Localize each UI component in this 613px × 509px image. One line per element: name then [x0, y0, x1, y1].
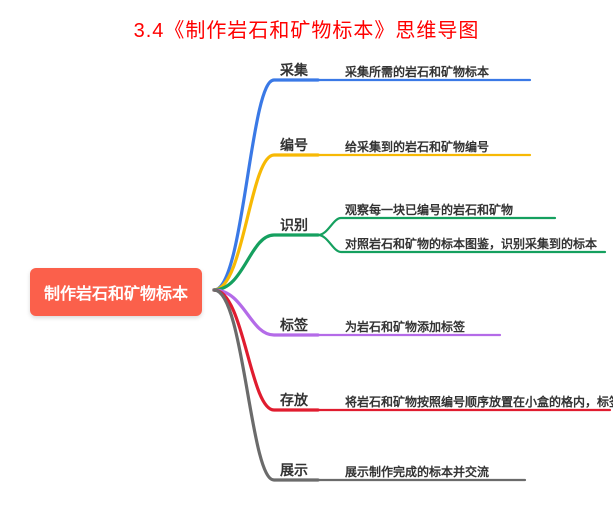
branch-show: 展示	[280, 460, 308, 480]
branch-identify: 识别	[280, 215, 308, 235]
branch-label: 标签	[280, 315, 308, 335]
branch-number: 编号	[280, 135, 308, 155]
leaf-number-0: 给采集到的岩石和矿物编号	[345, 138, 489, 155]
leaf-collect-0: 采集所需的岩石和矿物标本	[345, 63, 489, 80]
branch-store: 存放	[280, 390, 308, 410]
page-title: 3.4《制作岩石和矿物标本》思维导图	[0, 14, 613, 43]
leaf-label-0: 为岩石和矿物添加标签	[345, 318, 465, 335]
branch-collect: 采集	[280, 60, 308, 80]
leaf-show-0: 展示制作完成的标本并交流	[345, 463, 489, 480]
root-node: 制作岩石和矿物标本	[30, 268, 202, 316]
leaf-store-0: 将岩石和矿物按照编号顺序放置在小盒的格内，标签对应放好	[345, 393, 613, 410]
leaf-identify-0: 观察每一块已编号的岩石和矿物	[345, 201, 513, 218]
leaf-identify-1: 对照岩石和矿物的标本图鉴，识别采集到的标本	[345, 235, 597, 252]
